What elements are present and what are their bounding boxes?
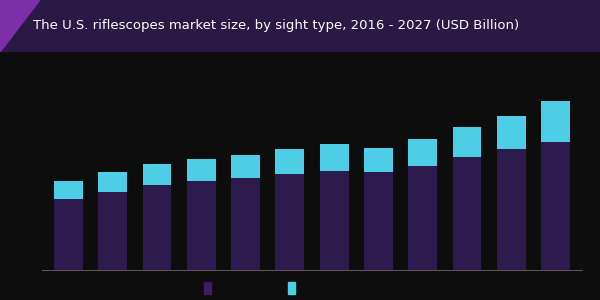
Bar	[54, 199, 83, 270]
Bar	[452, 157, 481, 270]
Bar	[364, 148, 393, 172]
Bar	[275, 174, 304, 270]
Bar	[275, 149, 304, 174]
Bar	[231, 154, 260, 178]
Bar	[452, 127, 481, 157]
Bar	[98, 192, 127, 270]
Bar	[320, 171, 349, 270]
Bar	[231, 178, 260, 270]
Bar	[541, 101, 570, 142]
Bar	[541, 142, 570, 270]
Bar	[408, 166, 437, 270]
Bar	[497, 149, 526, 270]
Bar	[143, 185, 172, 270]
Bar	[54, 181, 83, 199]
Bar	[364, 172, 393, 270]
Bar	[98, 172, 127, 192]
Bar	[143, 164, 172, 185]
Bar	[187, 159, 216, 181]
Bar	[320, 144, 349, 171]
Bar	[187, 181, 216, 270]
Text: The U.S. riflescopes market size, by sight type, 2016 - 2027 (USD Billion): The U.S. riflescopes market size, by sig…	[33, 19, 519, 32]
Bar	[408, 140, 437, 166]
Bar	[497, 116, 526, 149]
